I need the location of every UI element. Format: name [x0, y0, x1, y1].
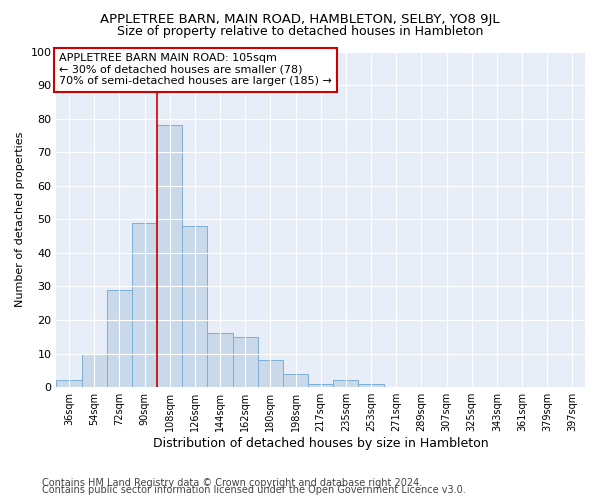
Bar	[358, 384, 383, 387]
Text: Size of property relative to detached houses in Hambleton: Size of property relative to detached ho…	[117, 25, 483, 38]
Bar	[157, 126, 182, 387]
Bar	[258, 360, 283, 387]
Y-axis label: Number of detached properties: Number of detached properties	[15, 132, 25, 307]
Text: APPLETREE BARN MAIN ROAD: 105sqm
← 30% of detached houses are smaller (78)
70% o: APPLETREE BARN MAIN ROAD: 105sqm ← 30% o…	[59, 53, 332, 86]
Bar	[132, 222, 157, 387]
Bar	[82, 354, 107, 387]
Bar	[107, 290, 132, 387]
Bar	[308, 384, 333, 387]
X-axis label: Distribution of detached houses by size in Hambleton: Distribution of detached houses by size …	[153, 437, 488, 450]
Bar	[333, 380, 358, 387]
Bar	[56, 380, 82, 387]
Bar	[233, 337, 258, 387]
Text: APPLETREE BARN, MAIN ROAD, HAMBLETON, SELBY, YO8 9JL: APPLETREE BARN, MAIN ROAD, HAMBLETON, SE…	[100, 12, 500, 26]
Text: Contains HM Land Registry data © Crown copyright and database right 2024.: Contains HM Land Registry data © Crown c…	[42, 478, 422, 488]
Bar	[283, 374, 308, 387]
Bar	[182, 226, 208, 387]
Bar	[208, 334, 233, 387]
Text: Contains public sector information licensed under the Open Government Licence v3: Contains public sector information licen…	[42, 485, 466, 495]
